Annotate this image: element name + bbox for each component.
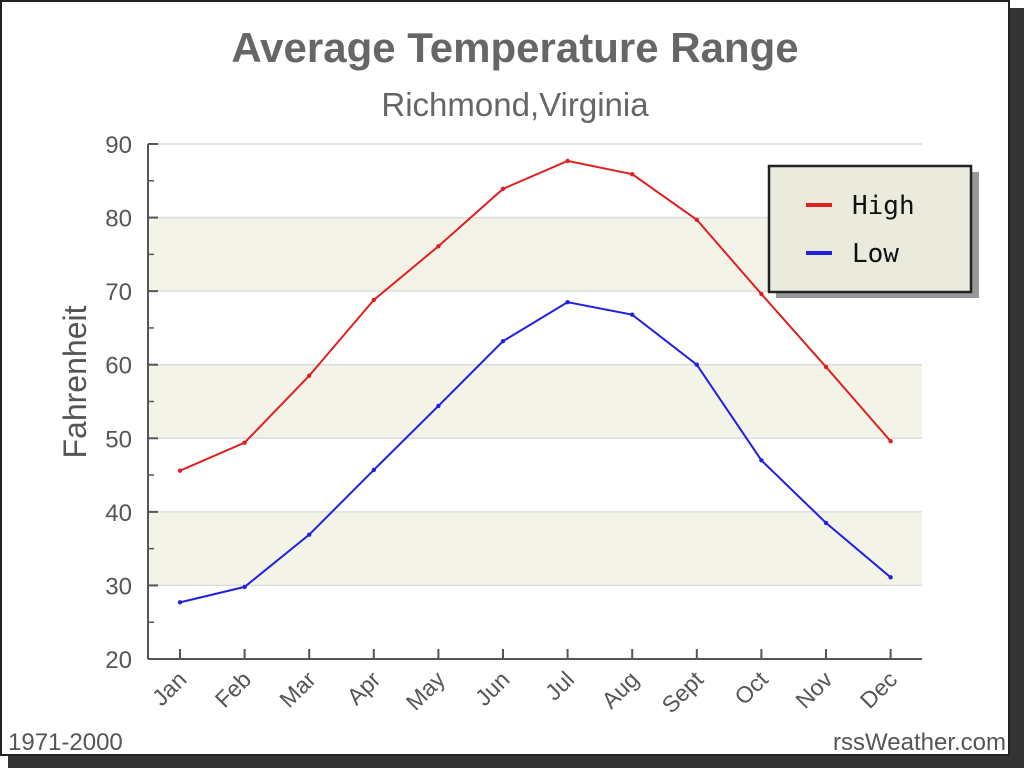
data-point-high bbox=[307, 373, 312, 378]
data-point-high bbox=[177, 468, 183, 473]
grid-band bbox=[148, 364, 922, 439]
data-point-low bbox=[436, 403, 441, 409]
chart-subtitle: Richmond,Virginia bbox=[381, 86, 649, 123]
data-point-low bbox=[371, 467, 376, 473]
data-point-high bbox=[694, 217, 699, 222]
chart-title: Average Temperature Range bbox=[231, 24, 798, 71]
data-point-high bbox=[242, 440, 247, 445]
y-tick-label: 90 bbox=[105, 132, 132, 159]
footer-source: rssWeather.com bbox=[833, 729, 1006, 756]
grid-band bbox=[148, 511, 922, 586]
data-point-high bbox=[630, 171, 635, 177]
data-point-low bbox=[694, 362, 699, 367]
data-point-high bbox=[565, 158, 570, 164]
data-point-high bbox=[500, 186, 506, 192]
series-line-high bbox=[179, 159, 892, 472]
y-tick-label: 20 bbox=[105, 647, 132, 674]
data-point-low bbox=[307, 532, 312, 537]
legend-label-high: High bbox=[852, 191, 915, 221]
y-axis-label: Fahrenheit bbox=[57, 305, 93, 458]
data-point-low bbox=[759, 458, 764, 463]
data-point-low bbox=[630, 312, 635, 317]
data-point-low bbox=[242, 584, 247, 590]
y-tick-label: 80 bbox=[105, 206, 132, 233]
data-point-high bbox=[371, 297, 376, 303]
data-point-low bbox=[565, 299, 570, 305]
y-tick-label: 70 bbox=[105, 279, 132, 306]
y-tick-label: 40 bbox=[105, 500, 132, 527]
data-point-high bbox=[436, 244, 441, 249]
data-point-low bbox=[823, 520, 829, 526]
footer-years: 1971-2000 bbox=[8, 729, 123, 756]
data-point-high bbox=[823, 364, 829, 370]
series-line-low bbox=[179, 301, 892, 604]
legend-label-low: Low bbox=[852, 239, 899, 269]
y-tick-label: 30 bbox=[105, 573, 132, 600]
data-point-low bbox=[500, 338, 506, 344]
y-tick-label: 50 bbox=[105, 426, 132, 453]
data-point-high bbox=[759, 291, 764, 297]
data-point-low bbox=[888, 575, 893, 580]
legend: High Low bbox=[767, 164, 979, 298]
y-tick-label: 60 bbox=[105, 353, 132, 380]
data-point-low bbox=[177, 600, 183, 605]
data-point-high bbox=[888, 439, 893, 444]
